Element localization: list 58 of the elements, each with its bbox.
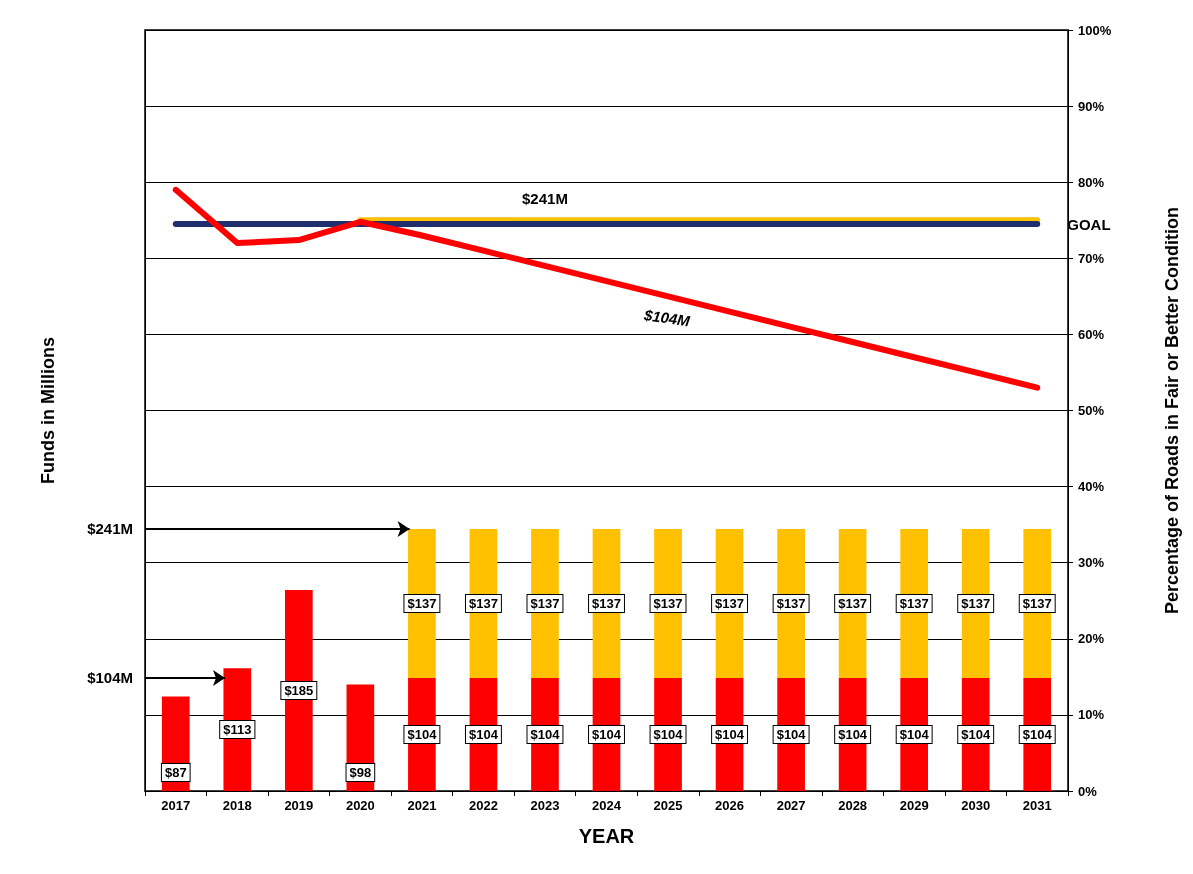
y2-tick-label: 50% — [1078, 403, 1105, 418]
data-label: $104 — [1022, 726, 1053, 742]
x-tick-label: 2030 — [961, 798, 991, 813]
data-label: $104 — [653, 726, 684, 742]
data-label: $104 — [899, 726, 930, 742]
y2-tick-label: 80% — [1078, 174, 1105, 190]
y2-tick-label: 0% — [1078, 783, 1098, 799]
data-label: $104 — [530, 726, 561, 742]
series-label: $241M — [522, 190, 568, 208]
data-label: $137 — [899, 595, 929, 611]
data-label: $137 — [1022, 595, 1052, 611]
x-tick-label: 2024 — [592, 798, 622, 813]
y2-tick-label: 60% — [1078, 326, 1105, 342]
data-label: $104 — [592, 726, 622, 742]
text: GOAL — [1067, 215, 1111, 233]
x-tick-label: 2031 — [1022, 798, 1052, 813]
data-label: $137 — [653, 595, 683, 611]
x-tick-label: 2019 — [284, 798, 314, 813]
x-tick-label: 2029 — [899, 798, 929, 813]
data-label: $137 — [838, 595, 868, 611]
data-label: $137 — [407, 595, 437, 611]
data-label: $137 — [715, 595, 745, 611]
y2-tick-label: 70% — [1078, 250, 1105, 266]
data-label: $104 — [838, 726, 868, 742]
y2-tick-label: 90% — [1078, 98, 1105, 114]
y2-tick-label: 20% — [1078, 631, 1105, 647]
x-tick-label: 2017 — [161, 798, 191, 813]
y2-tick-label: 10% — [1078, 707, 1105, 723]
data-label: $104 — [407, 726, 438, 742]
x-tick-label: 2022 — [468, 798, 498, 813]
data-label: $113 — [223, 722, 252, 738]
x-tick-label: 2023 — [530, 798, 560, 813]
data-label: $104 — [776, 726, 807, 742]
x-tick-label: 2025 — [653, 798, 683, 813]
data-label: $104 — [961, 726, 991, 742]
text: $104M — [642, 306, 692, 330]
data-label: $98 — [349, 765, 372, 780]
x-tick-label: 2026 — [715, 798, 745, 813]
x-tick-label: 2028 — [838, 798, 868, 813]
data-label: $137 — [961, 595, 991, 611]
data-label: $137 — [776, 595, 806, 611]
y2-axis-title: Percentage of Roads in Fair or Better Condition — [1162, 206, 1182, 615]
x-axis-title: YEAR — [578, 825, 635, 847]
y2-tick-label: 30% — [1078, 555, 1105, 571]
data-label: $87 — [164, 765, 187, 780]
data-label: $104 — [468, 726, 499, 742]
y2-tick-label: 40% — [1078, 479, 1105, 495]
x-tick-label: 2020 — [345, 798, 375, 813]
y2-tick-label: 100% — [1078, 22, 1112, 38]
data-label: $185 — [284, 682, 314, 698]
x-tick-label: 2018 — [222, 798, 252, 813]
x-tick-label: 2027 — [776, 798, 806, 813]
data-label: $137 — [530, 595, 560, 611]
x-tick-label: 2021 — [407, 798, 437, 813]
y-axis-title: Funds in Millions — [38, 337, 58, 484]
data-label: $137 — [592, 595, 621, 611]
data-label: $104 — [715, 726, 745, 742]
data-label: $137 — [468, 595, 498, 611]
